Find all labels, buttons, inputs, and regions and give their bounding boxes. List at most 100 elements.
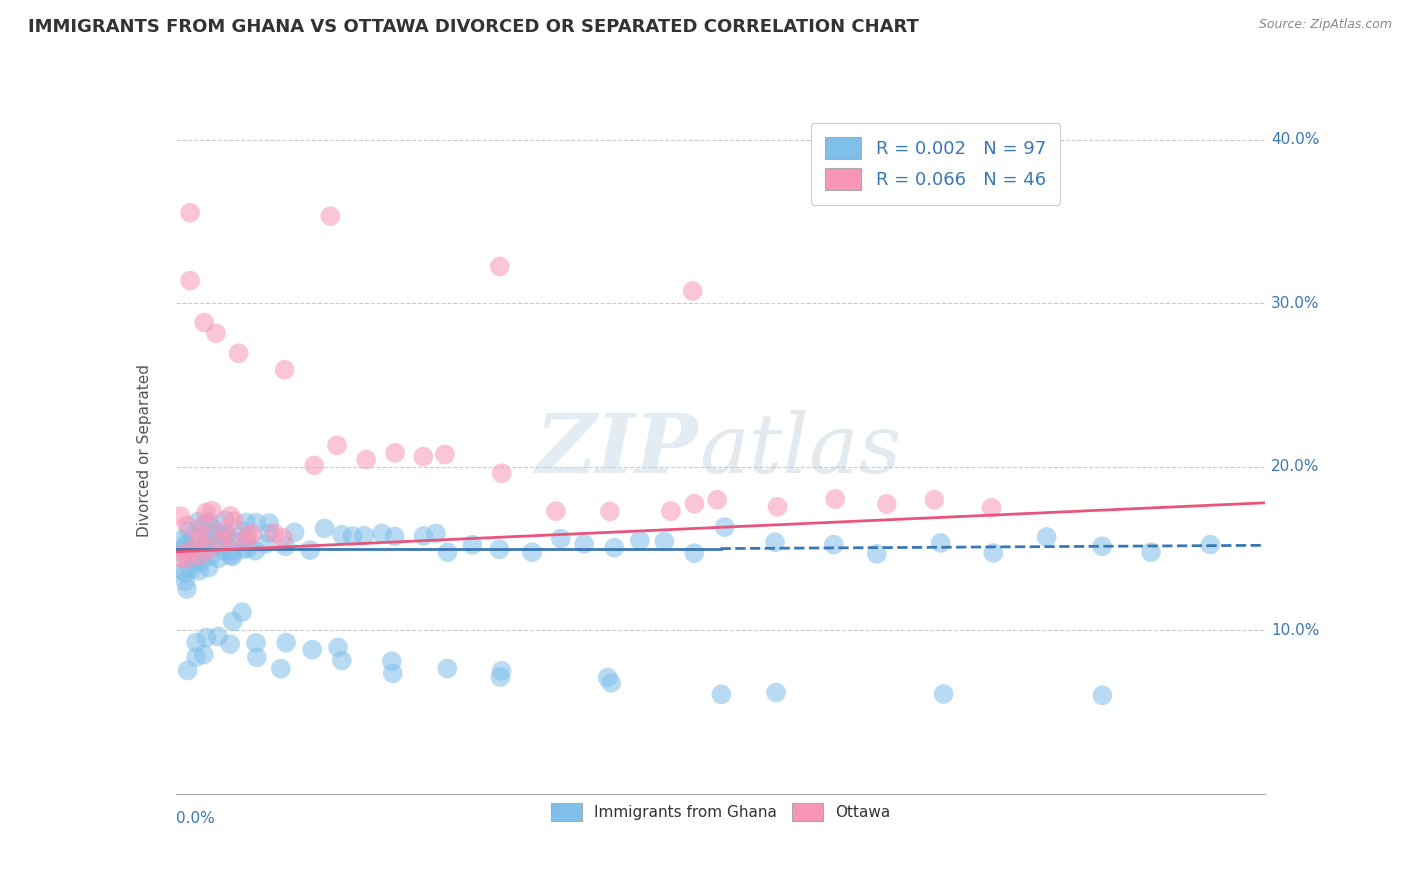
- Point: [876, 497, 898, 511]
- Point: [628, 533, 651, 548]
- Point: [176, 518, 198, 533]
- Point: [412, 529, 434, 543]
- Point: [172, 532, 194, 546]
- Point: [491, 664, 513, 678]
- Point: [1199, 537, 1222, 551]
- Point: [231, 605, 253, 619]
- Point: [201, 521, 224, 535]
- Point: [433, 447, 456, 461]
- Point: [200, 549, 222, 564]
- Point: [183, 547, 205, 561]
- Point: [188, 564, 211, 578]
- Point: [412, 450, 434, 464]
- Point: [596, 671, 619, 685]
- Point: [190, 528, 212, 542]
- Text: 20.0%: 20.0%: [1271, 459, 1319, 475]
- Point: [169, 509, 191, 524]
- Text: 30.0%: 30.0%: [1271, 296, 1319, 310]
- Point: [980, 500, 1002, 515]
- Point: [932, 687, 955, 701]
- Point: [929, 536, 952, 550]
- Text: 0.0%: 0.0%: [176, 811, 215, 826]
- Point: [219, 508, 242, 523]
- Point: [488, 542, 510, 557]
- Point: [299, 543, 322, 558]
- Point: [384, 446, 406, 460]
- Point: [180, 562, 202, 576]
- Text: 10.0%: 10.0%: [1271, 623, 1319, 638]
- Point: [193, 648, 215, 662]
- Point: [214, 543, 236, 558]
- Point: [304, 458, 326, 473]
- Point: [245, 543, 267, 558]
- Point: [572, 537, 595, 551]
- Point: [174, 566, 197, 581]
- Point: [194, 506, 217, 520]
- Point: [273, 363, 295, 377]
- Point: [489, 260, 512, 274]
- Point: [371, 526, 394, 541]
- Text: Source: ZipAtlas.com: Source: ZipAtlas.com: [1258, 18, 1392, 31]
- Point: [461, 538, 484, 552]
- Point: [354, 452, 377, 467]
- Point: [181, 544, 204, 558]
- Point: [221, 544, 243, 558]
- Point: [763, 535, 786, 549]
- Point: [599, 504, 621, 518]
- Point: [326, 438, 349, 452]
- Point: [489, 670, 512, 684]
- Point: [706, 492, 728, 507]
- Point: [381, 666, 404, 681]
- Point: [207, 538, 229, 552]
- Point: [263, 526, 285, 541]
- Point: [214, 513, 236, 527]
- Point: [221, 549, 243, 564]
- Point: [181, 542, 204, 557]
- Point: [209, 533, 232, 547]
- Point: [187, 533, 209, 547]
- Point: [184, 635, 207, 649]
- Text: atlas: atlas: [699, 410, 901, 491]
- Point: [654, 534, 676, 549]
- Point: [274, 635, 297, 649]
- Point: [544, 504, 567, 518]
- Point: [197, 542, 219, 557]
- Point: [195, 538, 218, 552]
- Point: [491, 467, 513, 481]
- Point: [180, 541, 202, 556]
- Point: [232, 542, 254, 557]
- Point: [236, 541, 259, 556]
- Point: [353, 529, 375, 543]
- Point: [201, 503, 224, 517]
- Point: [425, 526, 447, 541]
- Point: [1091, 539, 1114, 553]
- Point: [190, 555, 212, 569]
- Point: [550, 532, 572, 546]
- Point: [195, 631, 218, 645]
- Point: [222, 514, 245, 528]
- Point: [194, 516, 217, 530]
- Point: [713, 520, 735, 534]
- Point: [236, 534, 259, 549]
- Point: [520, 545, 543, 559]
- Point: [246, 650, 269, 665]
- Point: [174, 574, 197, 589]
- Point: [214, 531, 236, 545]
- Point: [211, 527, 233, 541]
- Point: [1035, 530, 1057, 544]
- Point: [211, 524, 233, 538]
- Point: [330, 527, 353, 541]
- Point: [187, 515, 209, 529]
- Point: [222, 615, 245, 629]
- Point: [172, 564, 194, 578]
- Point: [254, 537, 277, 551]
- Point: [231, 524, 253, 538]
- Point: [240, 526, 263, 541]
- Point: [245, 516, 267, 530]
- Point: [1091, 688, 1114, 702]
- Point: [205, 326, 228, 341]
- Point: [174, 538, 197, 552]
- Point: [710, 687, 733, 701]
- Point: [179, 274, 201, 288]
- Point: [197, 560, 219, 574]
